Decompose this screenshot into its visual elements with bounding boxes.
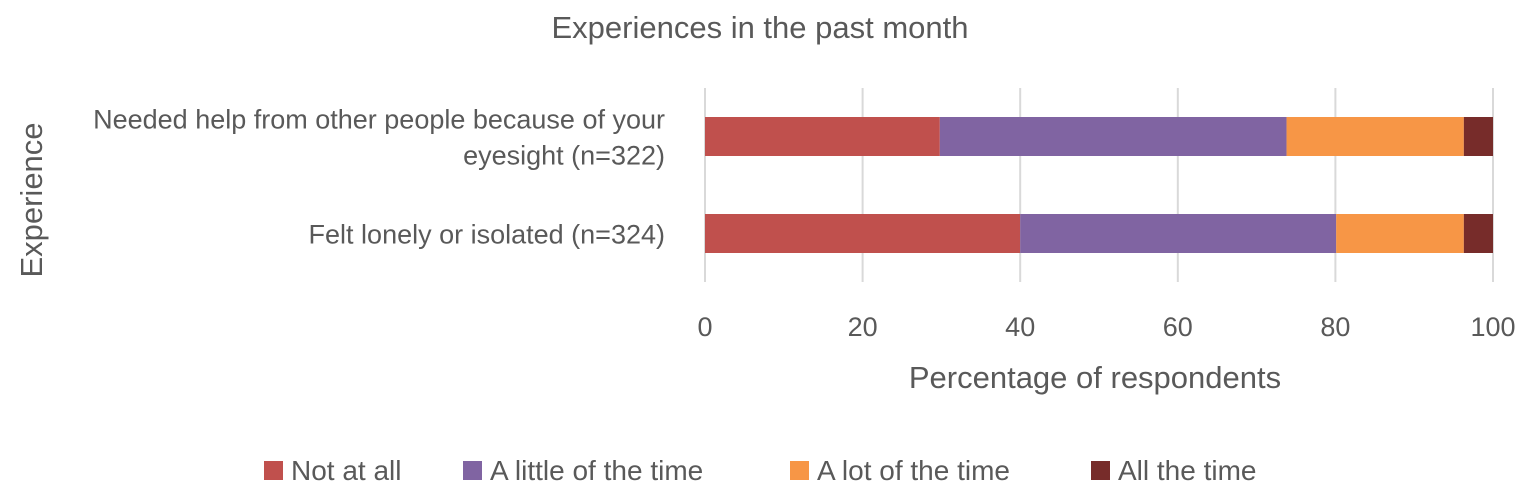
bar-segment	[1336, 214, 1464, 253]
category-label: Needed help from other people because of…	[93, 105, 665, 135]
x-tick-label: 40	[1005, 312, 1035, 342]
category-labels: Needed help from other people because of…	[93, 105, 665, 250]
y-axis-title: Experience	[14, 122, 49, 277]
legend-swatch	[264, 461, 283, 480]
x-tick-label: 100	[1470, 312, 1515, 342]
legend-label: All the time	[1118, 455, 1257, 486]
x-tick-label: 80	[1320, 312, 1350, 342]
legend-label: A little of the time	[490, 455, 703, 486]
legend-swatch	[463, 461, 482, 480]
legend-label: Not at all	[291, 455, 402, 486]
bar-segment	[705, 214, 1021, 253]
bar-segment	[1286, 117, 1464, 156]
bar-segment	[1020, 214, 1337, 253]
legend-label: A lot of the time	[817, 455, 1010, 486]
legend-swatch	[790, 461, 809, 480]
legend: Not at all A little of the time A lot of t…	[264, 455, 1257, 486]
x-tick-labels: 0 20 40 60 80 100	[697, 312, 1515, 342]
bar-segment	[939, 117, 1287, 156]
category-label: eyesight (n=322)	[463, 141, 665, 171]
category-label: Felt lonely or isolated (n=324)	[309, 220, 665, 250]
bar-segment	[1463, 117, 1493, 156]
x-tick-label: 20	[848, 312, 878, 342]
chart-title: Experiences in the past month	[551, 10, 968, 45]
bar-segment	[705, 117, 940, 156]
bars	[705, 117, 1493, 253]
legend-swatch	[1091, 461, 1110, 480]
x-axis-title: Percentage of respondents	[909, 360, 1281, 395]
x-tick-label: 60	[1163, 312, 1193, 342]
x-tick-label: 0	[697, 312, 712, 342]
bar-segment	[1463, 214, 1493, 253]
